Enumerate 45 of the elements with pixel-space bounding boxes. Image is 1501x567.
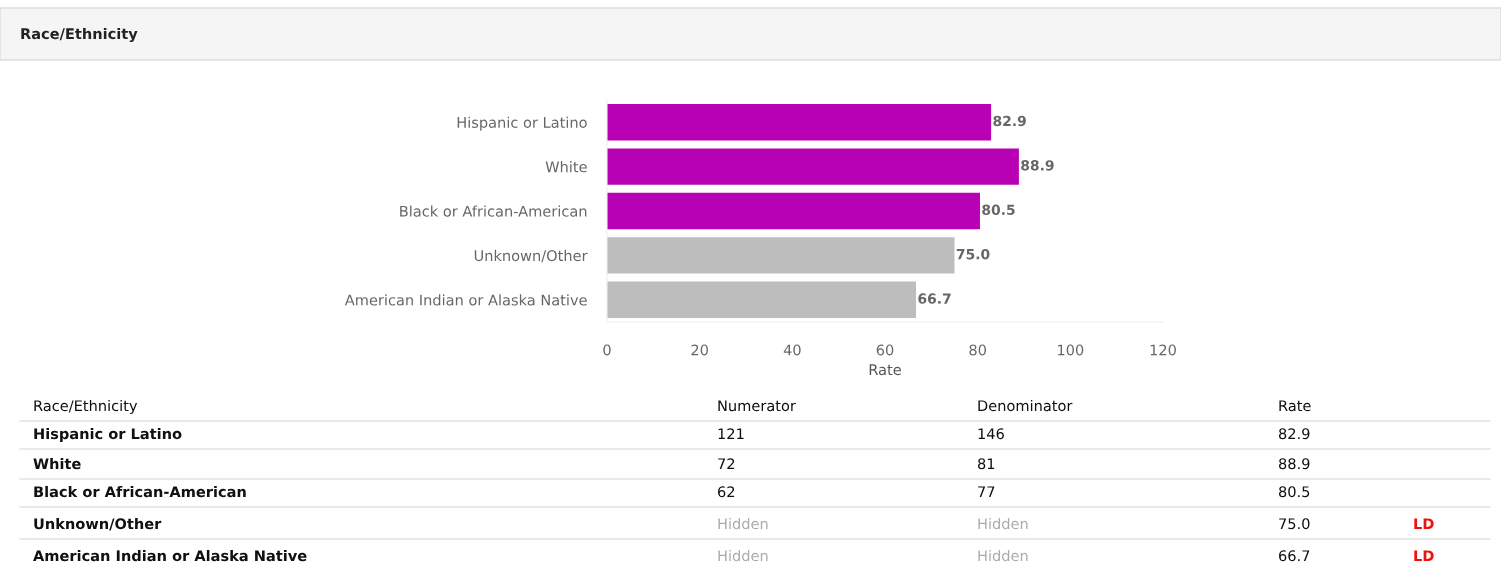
x-tick-label: 0 [603,344,611,356]
text: 146 [978,428,1004,440]
text: 75.0 [1279,518,1310,530]
data-label: 88.9 [1021,160,1054,171]
text: 82.9 [1278,428,1310,440]
text: 80.5 [1278,486,1310,498]
x-tick-label: 100 [1058,344,1084,356]
data-label: 66.7 [918,293,951,304]
y-tick-label: Hispanic or Latino [457,116,587,131]
text: Numerator [718,400,796,412]
text: Hidden [718,549,768,562]
text: 66.7 [1279,550,1310,562]
category-label: White [33,457,81,470]
x-tick-label: 80 [969,344,986,356]
data-label: 82.9 [993,115,1026,127]
y-tick-label: American Indian or Alaska Native [344,294,587,306]
x-tick-label: 40 [783,344,801,356]
text: 121 [718,428,744,440]
text: LD [1414,518,1434,530]
x-tick-label: 20 [691,344,708,356]
text: Race/Ethnicity [21,27,138,43]
text: Hidden [978,517,1028,530]
text: Denominator [978,399,1073,412]
text: 72 [718,458,735,470]
data-label: 80.5 [982,204,1015,216]
category-label: Hispanic or Latino [34,427,182,443]
y-tick-label: Black or African-American [400,205,587,217]
text: Rate [1279,400,1311,412]
data-label: 75.0 [956,248,990,260]
category-label: American Indian or Alaska Native [33,549,307,562]
text: Hidden [978,549,1028,562]
x-axis-title: Rate [869,364,901,376]
text: 62 [718,486,735,498]
text: 81 [977,458,995,470]
text: Hidden [718,517,768,530]
x-tick-label: 120 [1150,344,1176,356]
text: 88.9 [1278,458,1310,470]
text: LD [1414,550,1434,562]
category-label: Black or African-American [34,485,246,498]
text: 77 [978,486,995,498]
x-tick-label: 60 [876,344,894,356]
category-label: Unknown/Other [34,517,162,531]
y-tick-label: Unknown/Other [474,249,588,263]
text: Race/Ethnicity [34,399,138,415]
y-tick-label: White [545,161,587,173]
